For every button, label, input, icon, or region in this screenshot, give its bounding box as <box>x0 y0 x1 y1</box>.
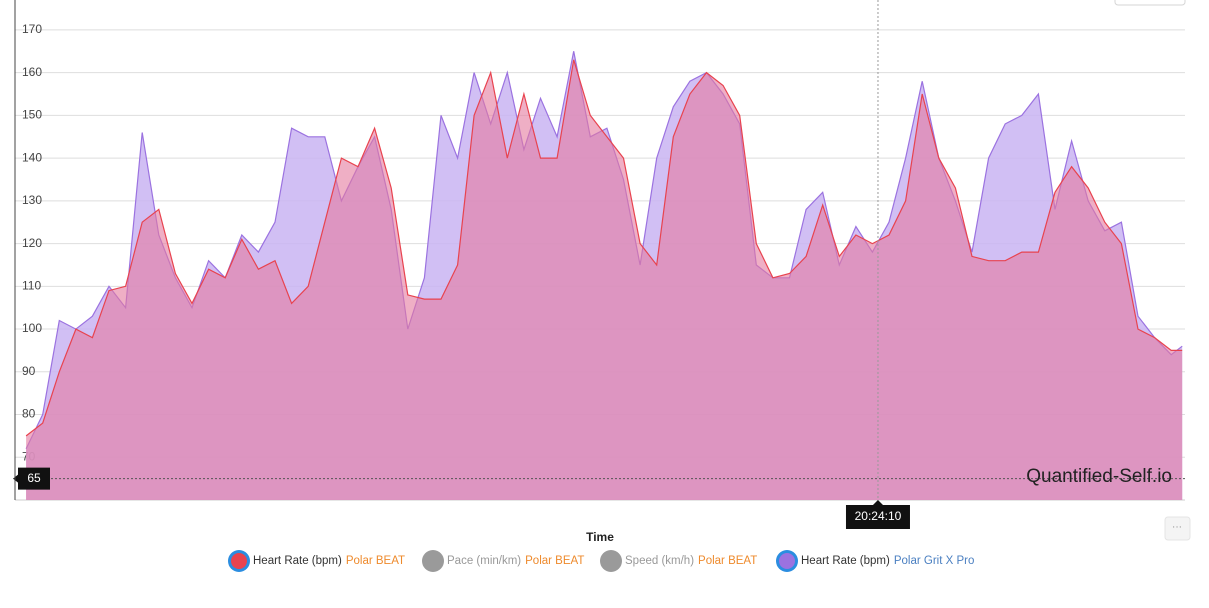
y-tick-label: 100 <box>22 321 42 335</box>
legend-source: Polar Grit X Pro <box>894 555 975 567</box>
y-tick-label: 150 <box>22 108 42 122</box>
area-line <box>25 59 1183 437</box>
toolbar-button[interactable] <box>1114 0 1186 6</box>
legend-swatch <box>422 550 444 572</box>
legend-item[interactable]: Pace (min/km) Polar BEAT <box>422 550 584 572</box>
y-tick-label: 170 <box>22 22 42 36</box>
watermark: Quantified-Self.io <box>1026 466 1172 487</box>
crosshair-y-label: 65 <box>27 471 41 485</box>
area-line <box>25 51 1183 449</box>
crosshair-x-label: 20:24:10 <box>855 509 902 523</box>
crosshair-x-box <box>845 500 910 529</box>
menu-button[interactable] <box>1164 516 1191 541</box>
y-tick-label: 80 <box>22 407 36 421</box>
legend-swatch-inner <box>779 553 795 569</box>
y-tick-label: 110 <box>22 278 41 292</box>
y-tick-label: 120 <box>22 236 42 250</box>
legend-item[interactable]: Heart Rate (bpm) Polar Grit X Pro <box>776 550 974 572</box>
menu-button-label: ··· <box>1172 522 1182 533</box>
y-tick-label: 90 <box>22 364 36 378</box>
legend-swatch <box>600 550 622 572</box>
legend-label: Pace (min/km) <box>447 555 521 567</box>
legend-source: Polar BEAT <box>525 555 584 567</box>
area-fill <box>26 59 1183 501</box>
legend-source: Polar BEAT <box>346 555 405 567</box>
y-tick-label: 140 <box>22 150 42 164</box>
legend-label: Heart Rate (bpm) <box>253 555 342 567</box>
y-tick-label: 160 <box>22 65 42 79</box>
legend-item[interactable]: Speed (km/h) Polar BEAT <box>600 550 757 572</box>
crosshair-y-box <box>13 467 50 490</box>
legend-swatch-inner <box>231 553 247 569</box>
y-tick-label: 130 <box>22 193 42 207</box>
legend-item[interactable]: Heart Rate (bpm) Polar BEAT <box>228 550 405 572</box>
legend-label: Heart Rate (bpm) <box>801 555 890 567</box>
legend-label: Speed (km/h) <box>625 555 694 567</box>
x-axis-title: Time <box>586 530 614 544</box>
legend-source: Polar BEAT <box>698 555 757 567</box>
